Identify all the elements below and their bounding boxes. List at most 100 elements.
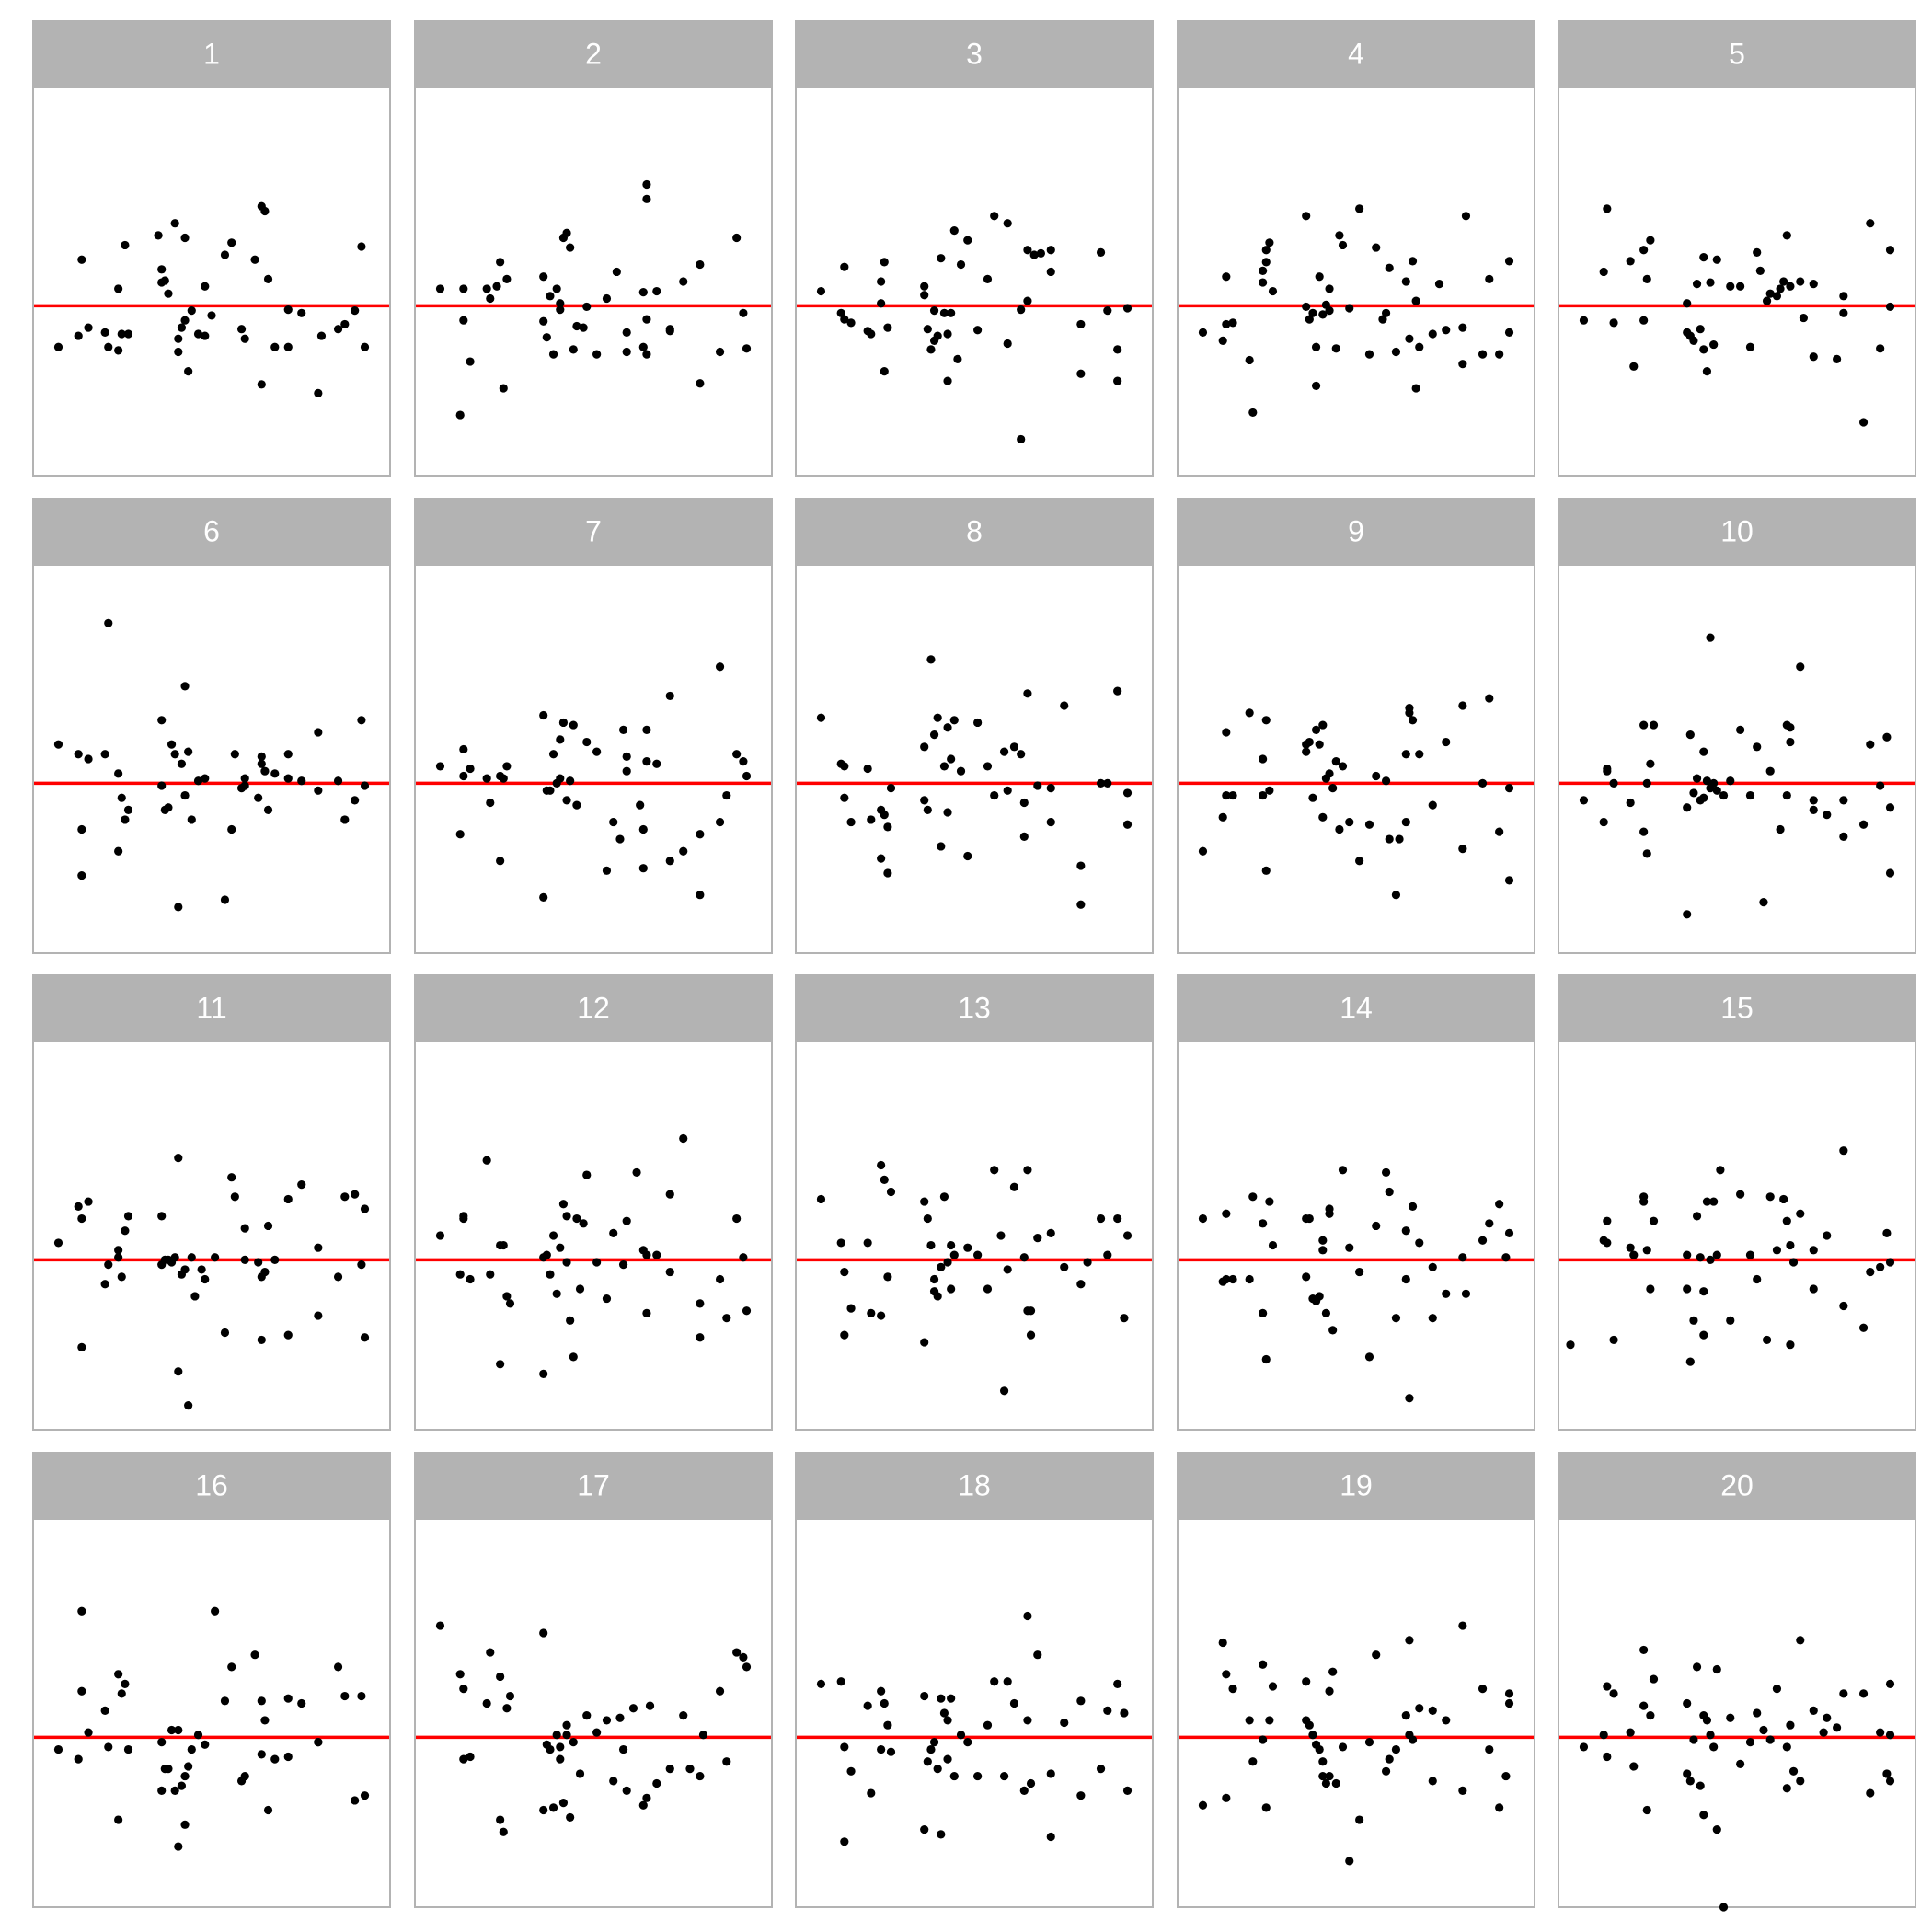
data-point bbox=[1003, 219, 1012, 228]
data-point bbox=[53, 342, 63, 351]
data-point bbox=[1689, 1316, 1698, 1325]
data-point bbox=[1259, 754, 1268, 764]
data-point bbox=[1442, 326, 1451, 335]
data-point bbox=[459, 1213, 468, 1224]
data-point bbox=[1809, 1706, 1818, 1715]
data-point bbox=[466, 1274, 475, 1284]
data-point bbox=[1609, 778, 1618, 788]
data-point bbox=[880, 366, 889, 376]
data-point bbox=[240, 1224, 249, 1233]
data-point bbox=[1335, 824, 1344, 834]
panel-strip bbox=[32, 1452, 391, 1519]
data-point bbox=[816, 1679, 826, 1688]
panel-18: 18 bbox=[795, 1452, 1154, 1908]
data-point bbox=[1428, 1262, 1437, 1271]
data-point bbox=[949, 226, 959, 236]
panel-11: 11 bbox=[32, 974, 391, 1431]
data-point bbox=[947, 308, 956, 317]
data-point bbox=[886, 1187, 896, 1197]
data-point bbox=[1839, 1146, 1848, 1156]
data-point bbox=[562, 796, 571, 805]
data-point bbox=[609, 1228, 618, 1237]
data-point bbox=[1639, 1197, 1649, 1206]
data-point bbox=[1321, 1308, 1331, 1317]
data-point bbox=[1338, 240, 1348, 250]
data-point bbox=[1699, 793, 1708, 802]
data-point bbox=[184, 1762, 193, 1771]
data-point bbox=[84, 754, 93, 764]
data-point bbox=[1331, 757, 1340, 766]
data-point bbox=[933, 1765, 942, 1774]
data-point bbox=[1626, 798, 1635, 808]
data-point bbox=[1882, 1769, 1892, 1778]
data-point bbox=[1391, 1744, 1401, 1754]
panel-plot-area bbox=[32, 86, 391, 477]
data-point bbox=[1046, 817, 1055, 827]
data-point bbox=[260, 766, 270, 776]
data-point bbox=[983, 1284, 993, 1294]
data-point bbox=[556, 1742, 565, 1752]
panel-plot-area bbox=[414, 1518, 773, 1908]
data-point bbox=[1325, 1686, 1334, 1696]
data-point bbox=[459, 1754, 468, 1764]
data-point bbox=[602, 866, 612, 875]
data-point bbox=[973, 1771, 983, 1781]
panel-label: 18 bbox=[958, 1469, 991, 1502]
data-point bbox=[1629, 1250, 1639, 1259]
data-point bbox=[1029, 250, 1039, 259]
data-point bbox=[114, 1815, 123, 1824]
data-point bbox=[154, 231, 163, 240]
data-point bbox=[1876, 1262, 1885, 1271]
data-point bbox=[1248, 1757, 1258, 1766]
data-point bbox=[990, 1677, 999, 1686]
data-point bbox=[1504, 1228, 1514, 1237]
panel-5: 5 bbox=[1558, 20, 1916, 477]
data-point bbox=[1709, 1742, 1719, 1752]
data-point bbox=[459, 316, 468, 325]
panel-7: 7 bbox=[414, 498, 773, 954]
data-point bbox=[1428, 1777, 1437, 1786]
data-point bbox=[1458, 701, 1467, 710]
data-point bbox=[170, 219, 179, 228]
panel-plot-area bbox=[1177, 1041, 1535, 1431]
data-point bbox=[1122, 788, 1133, 798]
data-point bbox=[642, 1793, 651, 1802]
data-point bbox=[1023, 1166, 1032, 1175]
data-point bbox=[562, 1731, 571, 1740]
data-point bbox=[1096, 1765, 1106, 1774]
data-point bbox=[1113, 1213, 1122, 1224]
data-point bbox=[157, 716, 167, 725]
data-point bbox=[840, 762, 849, 771]
data-point bbox=[867, 1308, 876, 1317]
data-point bbox=[227, 824, 236, 834]
panel-20: 20 bbox=[1558, 1452, 1916, 1912]
data-point bbox=[638, 864, 648, 873]
data-point bbox=[582, 1711, 592, 1720]
data-point bbox=[556, 299, 565, 308]
panel-label: 8 bbox=[966, 515, 983, 548]
data-point bbox=[1885, 868, 1895, 878]
data-point bbox=[174, 1367, 183, 1376]
data-point bbox=[1222, 1670, 1231, 1679]
data-point bbox=[715, 347, 725, 357]
data-point bbox=[1318, 1236, 1328, 1245]
data-point bbox=[1736, 1190, 1745, 1199]
data-point bbox=[1839, 1689, 1848, 1698]
data-point bbox=[929, 306, 939, 316]
data-point bbox=[1318, 1246, 1328, 1255]
data-point bbox=[973, 718, 983, 728]
data-point bbox=[1839, 308, 1848, 317]
data-point bbox=[1796, 1636, 1805, 1645]
data-point bbox=[949, 1771, 959, 1781]
data-point bbox=[1788, 1766, 1799, 1776]
data-point bbox=[263, 1805, 273, 1815]
panel-label: 12 bbox=[577, 992, 610, 1025]
data-point bbox=[1434, 280, 1444, 289]
data-point bbox=[1033, 1234, 1042, 1243]
data-point bbox=[572, 800, 581, 810]
data-point bbox=[1023, 296, 1032, 305]
data-point bbox=[1265, 238, 1274, 247]
data-point bbox=[566, 1316, 575, 1325]
data-point bbox=[886, 784, 896, 793]
data-point bbox=[1866, 740, 1875, 749]
